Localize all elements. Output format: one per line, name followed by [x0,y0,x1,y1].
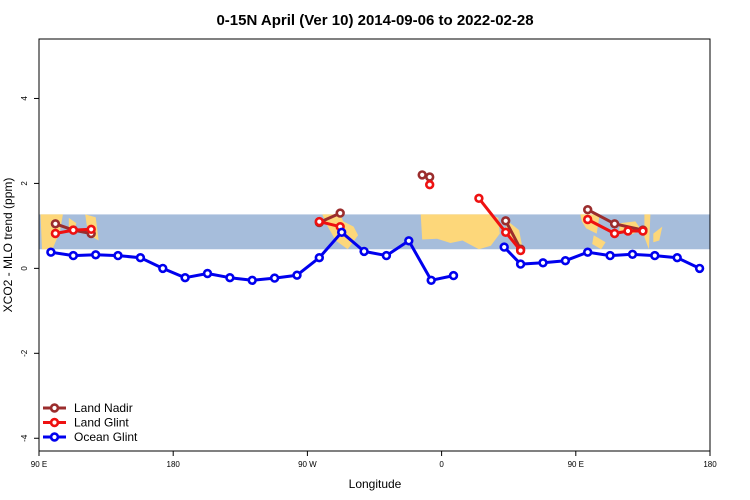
y-axis: -4 -2 0 2 4 [20,96,39,442]
x-tick-label: 90 E [31,460,47,469]
data-point [650,250,660,261]
data-point [501,227,511,238]
data-point [46,247,56,257]
data-point [474,193,484,204]
legend-swatch-point [49,403,60,413]
data-point [426,275,436,285]
legend-swatch-point [49,417,60,428]
data-point [337,227,347,238]
data-point [50,228,61,239]
data-point [50,219,61,229]
data-point [314,253,324,263]
data-point [425,172,435,182]
data-point [638,226,648,236]
data-point [202,268,213,279]
data-point [560,256,571,266]
data-point [499,242,509,252]
series-line [587,218,643,235]
x-tick-label: 90 W [298,460,317,469]
data-point [582,247,593,257]
data-point [269,273,280,283]
data-point [605,250,615,261]
data-point [68,250,79,261]
data-point [623,226,633,236]
x-tick-label: 0 [439,460,444,469]
legend-label: Land Nadir [74,401,133,415]
map-band [39,214,710,250]
data-point [335,208,345,218]
legend-item: Land Glint [43,416,129,430]
data-point [538,258,548,268]
data-point [180,273,190,283]
series-line [503,246,701,270]
data-point [609,228,620,239]
x-tick-label: 180 [703,460,717,469]
data-point [501,216,511,226]
x-tick-label: 180 [167,460,181,469]
data-point [86,224,96,235]
data-point [225,273,235,283]
data-point [515,245,526,256]
plot-area [39,170,710,285]
x-axis-label: Longitude [349,477,402,491]
y-tick-label: 0 [20,266,29,271]
legend-item: Ocean Glint [43,430,138,444]
series-ocean-glint [46,227,705,285]
data-point [515,259,526,269]
landmass [653,226,663,243]
y-tick-label: -2 [20,349,29,357]
y-tick-label: 2 [20,181,29,186]
series-land-glint [50,180,648,256]
data-point [135,253,146,263]
data-point [627,249,638,260]
landmass [592,235,606,250]
x-axis: 90 E 180 90 W 0 90 E 180 [31,451,717,469]
data-point [582,205,593,215]
data-point [448,270,459,281]
data-point [381,250,392,261]
data-point [694,263,705,274]
chart-title: 0-15N April (Ver 10) 2014-09-06 to 2022-… [216,12,533,29]
data-point [292,270,302,280]
legend-label: Land Glint [74,416,129,430]
data-point [247,275,257,285]
landmass [304,214,359,250]
data-point [68,225,79,235]
y-tick-label: 4 [20,96,29,101]
data-point [582,214,593,225]
x-tick-label: 90 E [568,460,584,469]
data-point [359,246,369,257]
y-axis-label: XCO2 - MLO trend (ppm) [1,178,15,313]
plot-frame [38,38,711,452]
legend-swatch-point [49,432,60,442]
data-point [417,170,427,180]
y-tick-label: -4 [20,434,29,442]
legend-label: Ocean Glint [74,430,138,444]
series-line [504,220,522,250]
data-point [314,216,324,227]
landmass [420,214,500,250]
legend-item: Land Nadir [43,401,133,415]
data-point [672,253,682,263]
data-point [425,180,435,190]
data-point [404,236,414,246]
data-point [609,219,620,229]
data-point [158,263,168,274]
data-point [90,250,101,260]
data-point [113,250,123,261]
